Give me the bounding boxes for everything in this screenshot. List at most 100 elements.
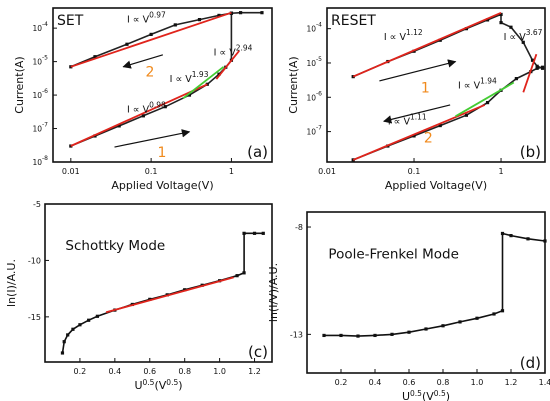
fit-line — [105, 276, 234, 314]
slope-annotation: I ∝ V1.12 — [384, 28, 423, 43]
data-point — [373, 333, 377, 338]
data-line — [70, 11, 262, 147]
x-tick-label: 1.0 — [213, 367, 226, 376]
x-tick-label: 0.8 — [437, 378, 450, 387]
data-point — [148, 297, 152, 301]
x-tick-label: 0.01 — [62, 167, 80, 176]
data-point — [485, 100, 490, 105]
data-point — [261, 231, 265, 235]
x-axis-label: Applied Voltage(V) — [385, 179, 487, 192]
data-point — [441, 324, 445, 328]
data-point — [475, 316, 479, 320]
slope-annotation: I ∝ V0.98 — [127, 101, 166, 116]
data-point — [117, 124, 121, 128]
data-point — [500, 309, 505, 313]
x-tick-label: 1.2 — [505, 378, 518, 387]
data-point — [458, 320, 462, 324]
data-point — [95, 314, 99, 318]
data-point — [499, 21, 503, 25]
data-point — [464, 113, 469, 117]
y-tick-label: 10-7 — [306, 125, 322, 137]
data-point — [412, 134, 416, 138]
data-point — [149, 32, 153, 37]
data-point — [390, 332, 394, 336]
x-tick-label: 1.2 — [248, 367, 261, 376]
y-tick-label: -5 — [33, 200, 41, 209]
y-tick-label: 10-6 — [306, 90, 322, 102]
data-point — [173, 23, 177, 27]
data-line — [70, 12, 232, 68]
plot-frame — [44, 203, 273, 363]
x-tick-label: 0.4 — [369, 378, 382, 387]
data-point — [125, 42, 129, 46]
x-tick-label: 0.1 — [408, 167, 421, 176]
data-point — [535, 66, 539, 70]
x-tick-label: 0.4 — [108, 367, 121, 376]
fit-line — [352, 104, 486, 161]
panel-title: Schottky Mode — [65, 238, 165, 254]
data-point — [356, 334, 360, 338]
slope-annotation: I ∝ V1.94 — [458, 77, 497, 92]
y-axis-label: Current(A) — [13, 56, 26, 113]
chart-panel-c: 0.2 0.4 0.6 0.8 1.0 1.2 -5 -10 -15 U0.5(V0.5) ln(I… — [5, 200, 273, 392]
data-point — [424, 327, 428, 331]
y-tick-label: 10-5 — [32, 55, 48, 67]
x-tick-label: 0.1 — [145, 167, 158, 176]
x-tick-label: 0.01 — [318, 167, 336, 176]
y-axis-label: ln(I/V)/A.U. — [267, 263, 280, 322]
x-tick-label: 1.4 — [539, 378, 550, 387]
x-tick-label: 0.2 — [335, 378, 348, 387]
sweep-arrow — [379, 59, 457, 82]
y-tick-label: -15 — [28, 313, 41, 322]
panel-label: (c) — [248, 343, 268, 361]
y-tick-label: -8 — [295, 223, 303, 232]
y-tick-label: -13 — [290, 330, 303, 339]
data-point — [260, 11, 264, 15]
data-point — [322, 333, 326, 338]
data-point — [217, 13, 221, 18]
panel-title: Poole-Frenkel Mode — [328, 247, 458, 263]
sweep-arrow — [122, 54, 164, 69]
data-point — [252, 231, 257, 235]
chart-panel-d: 0.2 0.4 0.6 0.8 1.0 1.2 1.4 -8 -13 U0.5(V0.5) ln(I… — [267, 211, 550, 401]
panel-label: (b) — [520, 143, 541, 161]
y-tick-label: 10-8 — [32, 155, 48, 167]
fit-line — [182, 66, 225, 100]
y-axis-label: Current(A) — [287, 56, 300, 113]
data-point — [499, 12, 503, 17]
panel-label: (d) — [520, 354, 541, 372]
x-tick-label: 0.6 — [403, 378, 416, 387]
data-point — [438, 123, 442, 128]
data-point — [62, 340, 66, 344]
plot-frame — [52, 7, 273, 163]
x-axis-label: U0.5(V0.5) — [134, 378, 182, 392]
sweep-arrow — [114, 129, 191, 148]
fit-line — [455, 81, 515, 118]
sweep-arrow — [383, 104, 451, 124]
data-point — [71, 327, 75, 331]
data-point — [509, 234, 513, 238]
data-point — [543, 239, 547, 243]
x-tick-label: 0.6 — [143, 367, 156, 376]
data-point — [438, 38, 442, 42]
y-tick-label: 10-6 — [32, 88, 48, 100]
x-tick-label: 1 — [498, 167, 503, 176]
x-tick-label: 0.2 — [74, 367, 87, 376]
y-tick-label: 10-4 — [306, 22, 322, 34]
slope-annotation: I ∝ V2.94 — [214, 44, 253, 59]
data-point — [535, 64, 539, 68]
data-point — [197, 18, 202, 22]
data-point — [242, 271, 246, 275]
chart-panel-b: 0.01 0.1 1 10-7 10-6 10-5 10-4 Applied Voltage(… — [287, 7, 546, 192]
y-tick-label: -10 — [28, 256, 41, 265]
data-point — [530, 58, 535, 62]
chart-panel-a: 0.01 0.1 1 10-8 10-7 10-6 10-5 10-4 Applied Volt… — [13, 7, 273, 192]
data-point — [163, 105, 167, 109]
data-point — [238, 11, 243, 15]
data-point — [492, 312, 496, 316]
slope-annotation: I ∝ V3.67 — [504, 28, 543, 43]
plot-frame — [326, 7, 546, 163]
data-point — [93, 55, 97, 59]
fit-line — [70, 11, 232, 68]
